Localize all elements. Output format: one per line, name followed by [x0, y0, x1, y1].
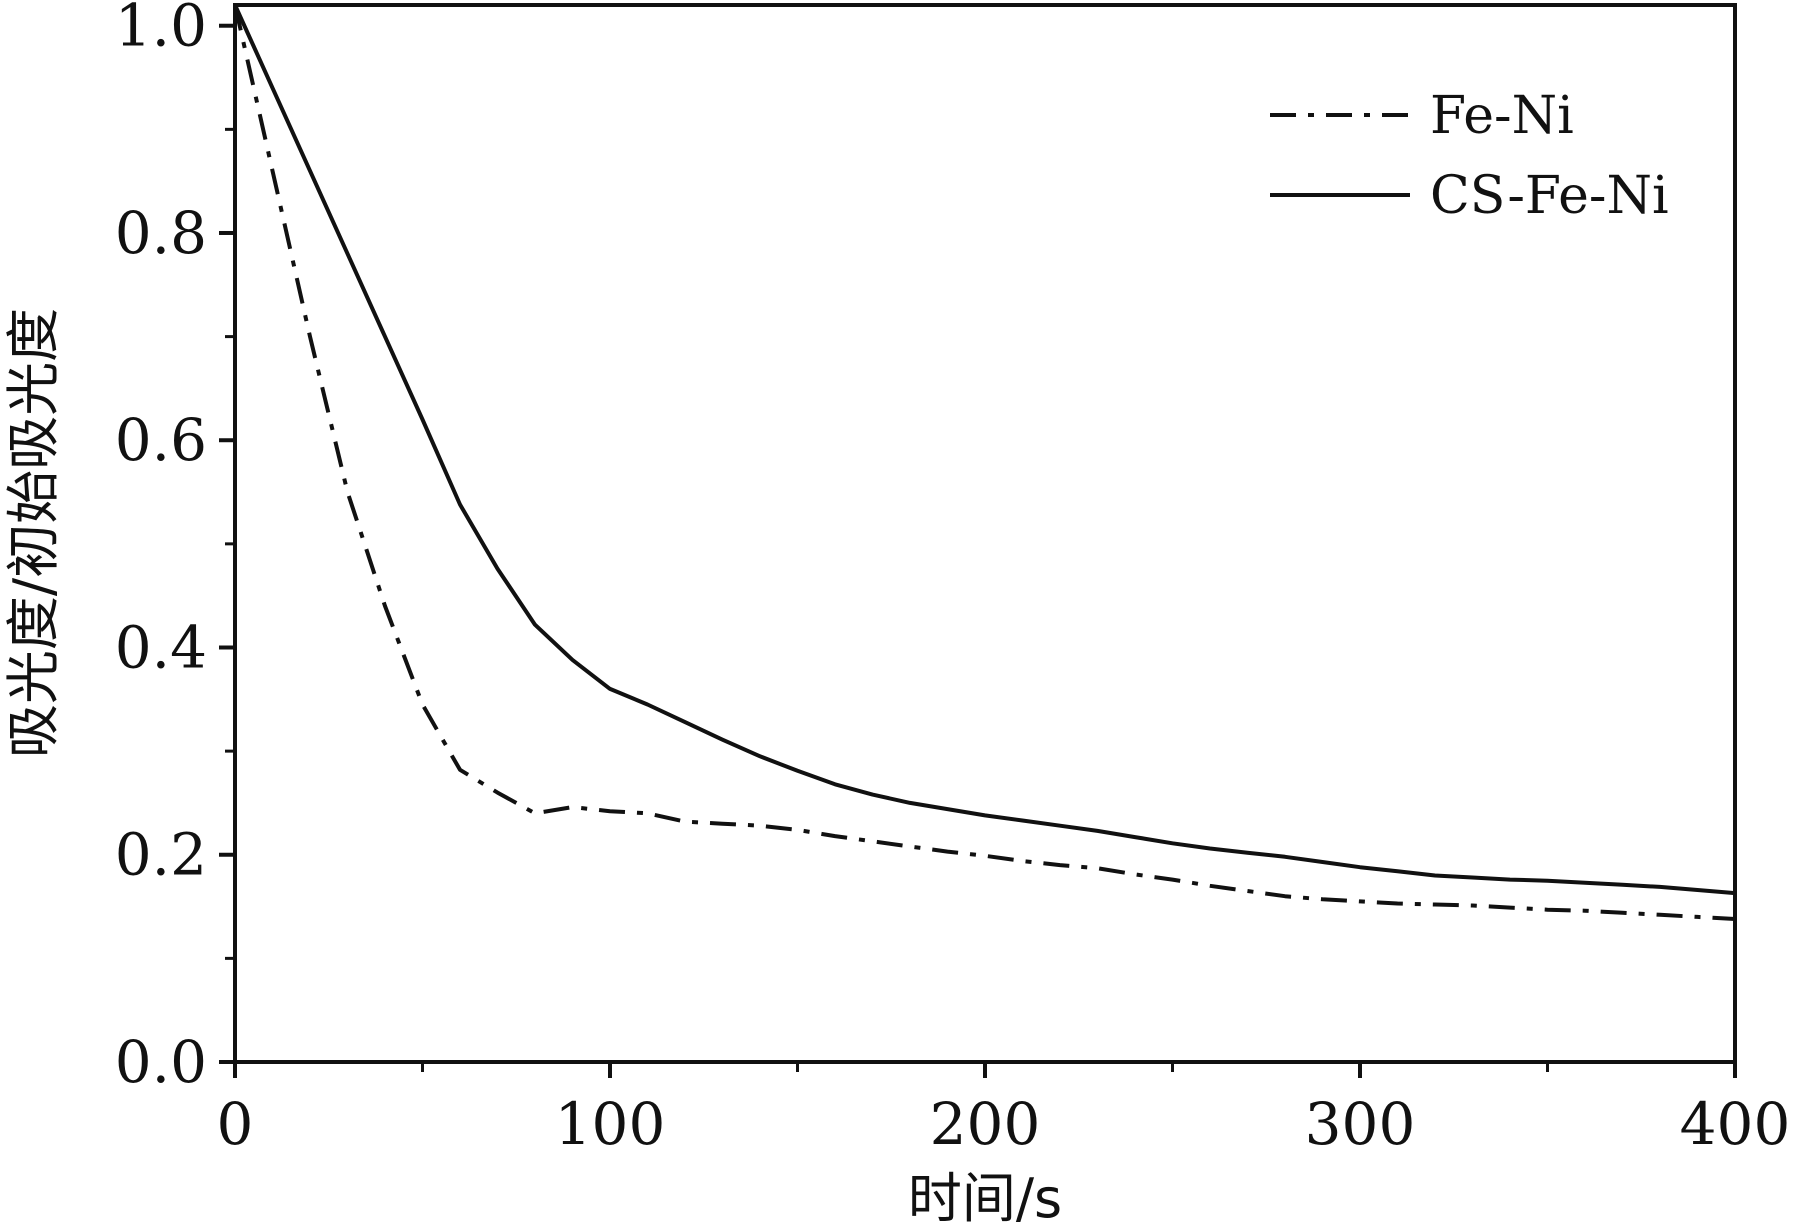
y-tick-label-3: 0.6: [115, 406, 207, 474]
x-tick-label-1: 100: [555, 1090, 666, 1158]
y-axis-title: 吸光度/初始吸光度: [2, 308, 65, 758]
x-tick-label-2: 200: [930, 1090, 1041, 1158]
y-tick-label-4: 0.8: [115, 199, 207, 267]
x-tick-label-4: 400: [1680, 1090, 1791, 1158]
legend-label-1: CS-Fe-Ni: [1430, 166, 1669, 226]
x-tick-label-3: 300: [1305, 1090, 1416, 1158]
legend: Fe-Ni CS-Fe-Ni: [1270, 86, 1669, 226]
y-tick-label-1: 0.2: [115, 821, 207, 889]
x-tick-label-0: 0: [217, 1090, 254, 1158]
y-tick-label-5: 1.0: [115, 0, 207, 60]
series-layer: [233, 4, 1736, 921]
legend-label-0: Fe-Ni: [1430, 86, 1574, 146]
y-tick-label-0: 0.0: [115, 1028, 207, 1096]
y-tick-label-2: 0.4: [115, 613, 207, 681]
plot-frame: [233, 3, 1737, 1064]
x-axis-title: 时间/s: [908, 1167, 1062, 1227]
ticks-layer: 0 100 200 300 400 0.0 0.2 0.4 0.6 0.8 1.0: [115, 0, 1791, 1158]
series-line-cs-fe-ni: [233, 4, 1736, 896]
